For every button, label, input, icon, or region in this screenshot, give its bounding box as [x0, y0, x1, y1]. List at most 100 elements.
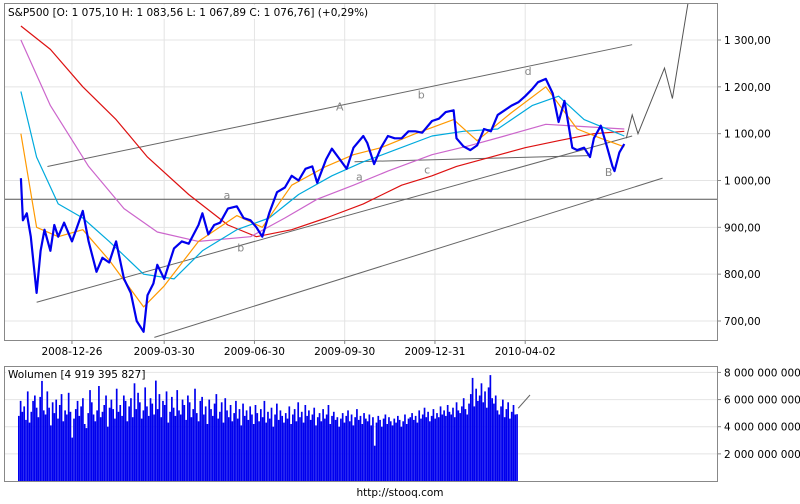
volume-bar: [327, 405, 330, 481]
volume-bar: [76, 400, 79, 481]
volume-bar: [364, 418, 367, 481]
volume-bar: [133, 383, 136, 481]
volume-bar: [512, 405, 515, 481]
volume-bar: [443, 410, 445, 481]
channel-line: [47, 44, 633, 167]
price-y-axis: 1 300,00 1 200,00 1 100,00 1 000,00 900,00 80…: [717, 35, 771, 328]
volume-bar: [144, 387, 147, 481]
volume-bar: [51, 402, 54, 481]
wave-label: b: [418, 89, 425, 102]
volume-y-tick-label: 4 000 000 000: [724, 422, 800, 434]
volume-bar: [41, 372, 43, 481]
volume-bar: [37, 417, 40, 481]
volume-bar: [475, 388, 477, 481]
volume-bar: [247, 419, 250, 481]
volume-bar: [268, 418, 271, 481]
volume-bar: [404, 414, 406, 481]
volume-bar: [46, 391, 49, 481]
price-series: [19, 25, 626, 333]
volume-bar: [30, 411, 33, 481]
volume-y-tick-label: 8 000 000 000: [724, 367, 800, 379]
volume-bar: [35, 407, 38, 481]
source-url[interactable]: http://stooq.com: [356, 487, 443, 499]
volume-bar: [462, 398, 465, 481]
moving-average-medium: [20, 91, 625, 280]
volume-bar: [432, 409, 435, 481]
volume-bar: [292, 414, 294, 481]
wave-label: b: [237, 242, 244, 255]
volume-bar: [341, 413, 344, 481]
volume-bar: [103, 405, 106, 481]
volume-bar: [115, 388, 118, 481]
volume-bar: [80, 406, 82, 481]
volume-bar: [171, 396, 173, 481]
volume-bar: [32, 400, 34, 481]
volume-bar: [434, 418, 437, 481]
volume-bar: [363, 413, 365, 481]
volume-bar: [414, 415, 417, 481]
volume-bar: [204, 406, 207, 481]
wave-labels: a b Aa b c d B: [224, 65, 613, 255]
volume-bar: [336, 417, 339, 481]
price-line: [19, 77, 626, 333]
moving-average-slow: [20, 25, 625, 238]
volume-bar: [276, 403, 278, 481]
volume-bar: [85, 428, 88, 481]
volume-bar: [398, 419, 401, 481]
volume-bar: [227, 417, 230, 481]
volume-bar: [92, 414, 95, 481]
volume-bar: [295, 421, 298, 481]
volume-bar: [119, 405, 122, 481]
volume-bar: [66, 414, 68, 481]
volume-bar: [105, 395, 107, 481]
volume-bar: [34, 395, 36, 481]
volume-bar: [26, 391, 29, 481]
volume-bar: [240, 425, 243, 481]
volume-bar: [82, 398, 84, 481]
volume-bar: [62, 421, 65, 481]
volume-bar: [192, 409, 195, 481]
volume-bar: [251, 414, 253, 481]
volume-bar: [130, 398, 132, 481]
volume-bar: [315, 425, 317, 481]
volume-bar: [366, 421, 369, 481]
volume-bar: [231, 421, 234, 481]
volume-bar: [308, 410, 310, 481]
volume-bar: [299, 417, 301, 481]
volume-bar: [211, 415, 214, 481]
volume-bar: [322, 409, 324, 481]
volume-bar: [354, 417, 356, 481]
volume-bar: [446, 405, 449, 481]
volume-bar: [160, 417, 163, 481]
volume-bar: [50, 425, 52, 481]
volume-bar: [222, 422, 225, 481]
price-y-tick-label: 700,00: [724, 316, 761, 328]
volume-bar: [478, 395, 481, 481]
volume-bar: [357, 419, 360, 481]
volume-bar: [64, 410, 66, 481]
volume-bar: [507, 402, 510, 481]
volume-bar: [343, 422, 346, 481]
volume-bar: [108, 407, 111, 481]
volume-bar: [407, 418, 410, 481]
volume-bar: [259, 409, 262, 481]
volume-bar: [267, 411, 269, 481]
volume-bar: [347, 410, 349, 481]
volume-bar: [195, 413, 198, 481]
price-y-tick-label: 900,00: [724, 222, 761, 234]
date-tick-label: 2009-09-30: [314, 346, 375, 358]
volume-bar: [413, 419, 415, 481]
volume-bar: [420, 418, 422, 481]
volume-bar: [252, 424, 255, 481]
volume-bar: [359, 415, 362, 481]
volume-bar: [297, 402, 300, 481]
volume-bar: [87, 413, 90, 481]
volume-bar: [112, 409, 115, 481]
volume-bar: [21, 411, 24, 481]
volume-bar: [471, 377, 474, 481]
volume-bar: [391, 425, 394, 481]
date-tick-label: 2009-03-30: [134, 346, 195, 358]
volume-bar: [318, 413, 321, 481]
volume-bar: [78, 415, 81, 481]
